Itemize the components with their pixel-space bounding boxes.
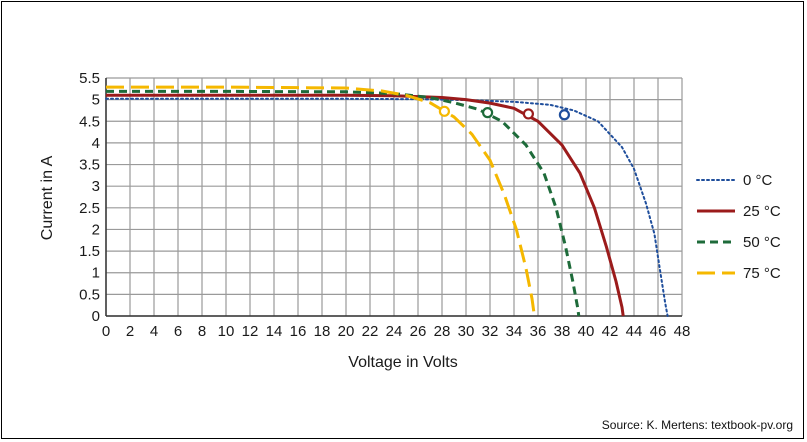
x-tick-label: 42: [602, 323, 619, 340]
y-tick-label: 3.5: [79, 157, 100, 174]
x-tick-label: 28: [434, 323, 451, 340]
legend-label: 75 °C: [743, 265, 781, 282]
x-tick-label: 16: [290, 323, 307, 340]
source-caption: Source: K. Mertens: textbook-pv.org: [601, 418, 793, 432]
y-tick-label: 2.5: [79, 200, 100, 217]
x-tick-label: 0: [102, 323, 110, 340]
x-tick-label: 20: [338, 323, 355, 340]
y-tick-label: 3: [92, 178, 100, 195]
mpp-marker-3: [438, 105, 450, 117]
y-tick-label: 4: [92, 135, 100, 152]
x-tick-label: 24: [386, 323, 403, 340]
legend: 0 °C 25 °C 50 °C 75 °C: [696, 172, 781, 282]
x-tick-label: 46: [650, 323, 667, 340]
x-axis-label: Voltage in Volts: [348, 354, 457, 371]
x-tick-labels: 0 2 4 6 8 10 12 14 16 18 20 22 24 26 28 30 32 34 36 38 40 42 4…: [102, 323, 691, 340]
y-axis-label: Current in A: [39, 155, 56, 240]
x-tick-label: 44: [626, 323, 643, 340]
y-tick-label: 2: [92, 221, 100, 238]
x-tick-label: 22: [362, 323, 379, 340]
x-tick-label: 48: [674, 323, 691, 340]
x-tick-label: 40: [578, 323, 595, 340]
y-tick-label: 5: [92, 92, 100, 109]
x-tick-label: 4: [150, 323, 158, 340]
x-tick-label: 2: [126, 323, 134, 340]
x-tick-label: 6: [174, 323, 182, 340]
legend-label: 25 °C: [743, 203, 781, 220]
x-tick-label: 30: [458, 323, 475, 340]
x-tick-label: 18: [314, 323, 331, 340]
y-tick-label: 0: [92, 308, 100, 325]
mpp-marker-2: [482, 107, 494, 119]
grid: [105, 77, 683, 317]
series-line-3: [106, 85, 536, 317]
x-tick-label: 38: [554, 323, 571, 340]
legend-label: 50 °C: [743, 234, 781, 251]
series-line-1: [106, 93, 625, 317]
series-line-0: [105, 97, 669, 317]
x-tick-label: 12: [242, 323, 259, 340]
x-tick-label: 8: [198, 323, 206, 340]
x-tick-label: 10: [218, 323, 235, 340]
x-tick-label: 14: [266, 323, 283, 340]
x-tick-label: 32: [482, 323, 499, 340]
x-tick-label: 34: [506, 323, 523, 340]
legend-label: 0 °C: [743, 172, 773, 189]
mpp-markers: [438, 105, 571, 121]
y-tick-label: 4.5: [79, 113, 100, 130]
y-tick-label: 1: [92, 265, 100, 282]
y-tick-label: 5.5: [79, 70, 100, 87]
y-tick-label: 1.5: [79, 243, 100, 260]
x-tick-label: 26: [410, 323, 427, 340]
x-tick-label: 36: [530, 323, 547, 340]
mpp-marker-1: [522, 108, 535, 120]
mpp-marker-0: [558, 109, 571, 121]
y-tick-label: 0.5: [79, 286, 100, 303]
y-tick-labels: 0 0.5 1 1.5 2 2.5 3 3.5 4 4.5 5 5.5: [79, 70, 100, 325]
